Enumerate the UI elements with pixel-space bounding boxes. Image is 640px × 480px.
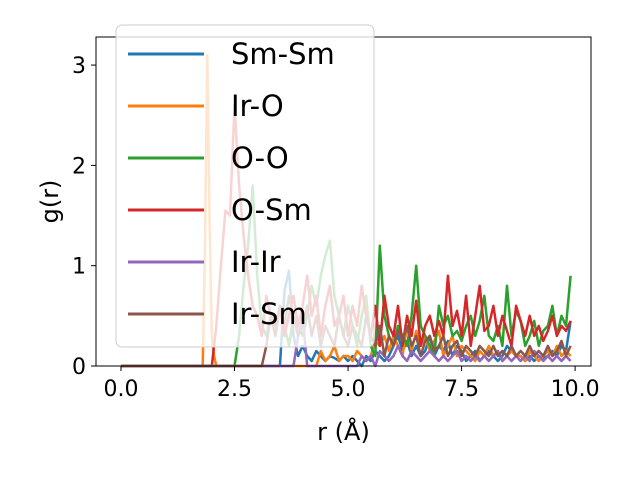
x-axis: 0.0 2.5 5.0 7.5 10.0 — [103, 366, 600, 402]
x-tick-label: 0.0 — [103, 377, 138, 402]
x-tick-label: 7.5 — [444, 377, 479, 402]
x-tick-label: 5.0 — [331, 377, 366, 402]
y-axis-label: g(r) — [36, 180, 64, 224]
legend-label: Ir-Sm — [231, 297, 307, 331]
y-tick-label: 0 — [72, 355, 86, 380]
x-tick-label: 10.0 — [551, 377, 600, 402]
y-tick-label: 2 — [72, 154, 86, 179]
legend: Sm-Sm Ir-O O-O O-Sm Ir-Ir Ir-Sm — [115, 24, 375, 348]
legend-label: Ir-Ir — [231, 245, 281, 279]
y-tick-label: 3 — [72, 54, 86, 79]
legend-label: O-O — [231, 141, 289, 175]
y-tick-label: 1 — [72, 255, 86, 280]
y-axis: 0 1 2 3 — [72, 54, 96, 380]
legend-label: O-Sm — [231, 193, 312, 227]
x-axis-label: r (Å) — [317, 417, 370, 446]
legend-label: Ir-O — [231, 89, 284, 123]
x-tick-label: 2.5 — [217, 377, 252, 402]
series-line-ir-ir — [121, 314, 572, 368]
legend-label: Sm-Sm — [231, 37, 335, 71]
